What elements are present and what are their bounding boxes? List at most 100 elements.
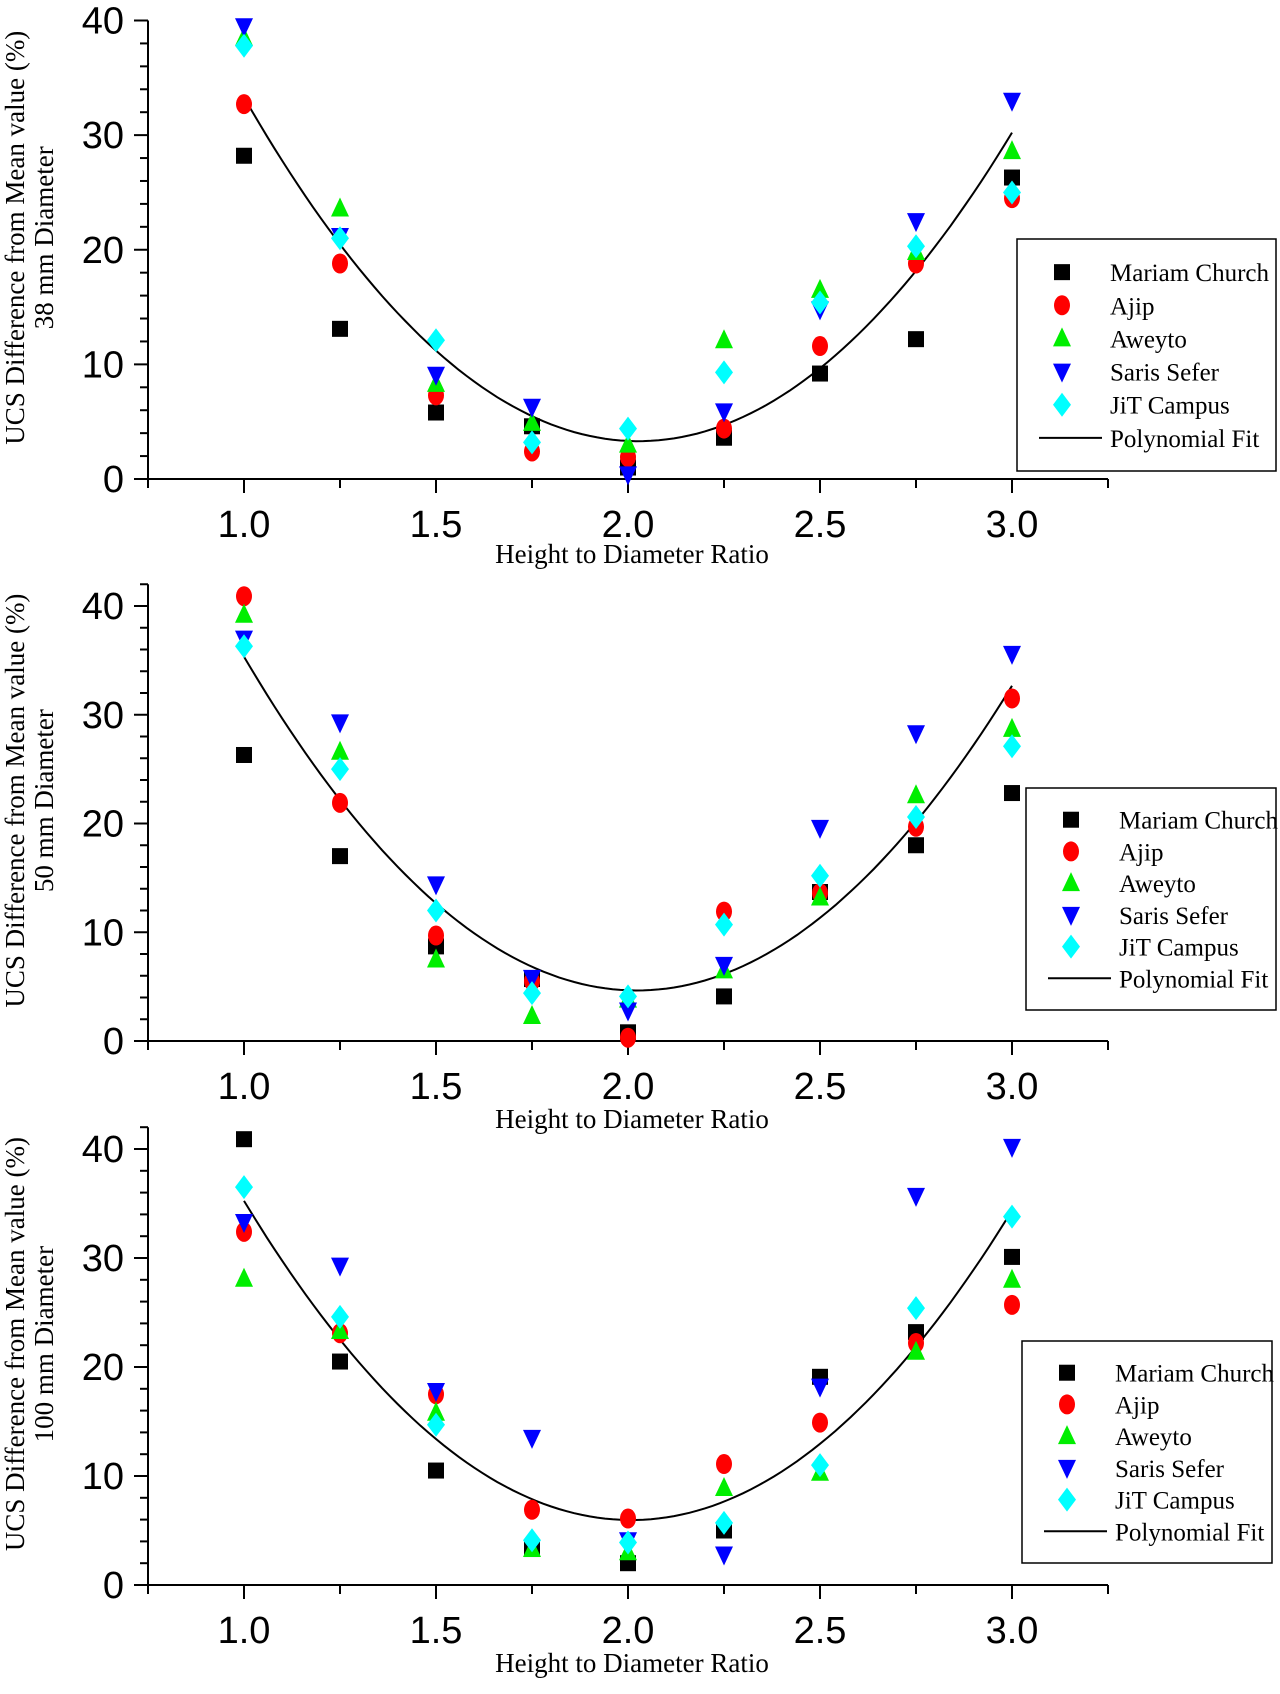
data-point bbox=[811, 278, 829, 298]
data-point bbox=[523, 969, 541, 989]
data-point bbox=[620, 1027, 636, 1048]
legend: Mariam Church Ajip Aweyto Saris Sefer JiT Ca… bbox=[1021, 1340, 1274, 1564]
chart-panel-1: 1.0 1.5 2.0 2.5 3.0 0 10 20 30 40 Height to Diamet… bbox=[0, 1, 1277, 569]
x-tick-label: 1.5 bbox=[410, 504, 463, 546]
series-saris-sefer bbox=[235, 630, 1021, 1022]
x-tick-label: 2.5 bbox=[794, 1066, 847, 1108]
y-axis-title-line-2: 38 mm Diameter bbox=[29, 146, 59, 329]
data-point bbox=[427, 1401, 445, 1421]
data-point bbox=[907, 1187, 925, 1207]
data-point bbox=[1004, 688, 1020, 709]
y-axis-title-line-2: 100 mm Diameter bbox=[29, 1246, 59, 1442]
y-tick-label: 40 bbox=[82, 586, 124, 628]
data-point bbox=[620, 1508, 636, 1529]
series-ajip bbox=[236, 1221, 1020, 1529]
y-tick-label: 40 bbox=[82, 1129, 124, 1171]
data-point bbox=[236, 147, 252, 164]
legend-label: Aweyto bbox=[1115, 1424, 1192, 1451]
data-point bbox=[1003, 1204, 1021, 1229]
legend-marker bbox=[1053, 327, 1071, 347]
series-jit-campus bbox=[235, 634, 1021, 1009]
y-tick-label: 10 bbox=[82, 912, 124, 954]
x-tick-label: 2.0 bbox=[602, 1610, 655, 1652]
data-point bbox=[236, 586, 252, 607]
data-point bbox=[715, 329, 733, 349]
legend-marker bbox=[1059, 1364, 1075, 1381]
series-jit-campus bbox=[235, 33, 1021, 455]
data-point bbox=[331, 197, 349, 217]
data-point bbox=[907, 213, 925, 233]
data-point bbox=[908, 331, 924, 348]
data-point bbox=[811, 1378, 829, 1398]
data-point bbox=[811, 863, 829, 888]
y-tick-label: 0 bbox=[103, 1021, 124, 1063]
data-point bbox=[812, 336, 828, 357]
legend-marker bbox=[1058, 1459, 1076, 1479]
legend-label: JiT Campus bbox=[1110, 393, 1230, 420]
legend-label: Ajip bbox=[1115, 1392, 1159, 1419]
data-point bbox=[427, 898, 445, 923]
legend-marker bbox=[1054, 264, 1070, 281]
x-tick-label: 1.5 bbox=[410, 1066, 463, 1108]
data-point bbox=[524, 1499, 540, 1520]
x-tick-label: 1.5 bbox=[410, 1610, 463, 1652]
data-point bbox=[523, 981, 541, 1006]
data-point bbox=[907, 804, 925, 829]
data-point bbox=[235, 603, 253, 623]
x-axis-title: Height to Diameter Ratio bbox=[495, 1104, 769, 1134]
data-point bbox=[235, 1267, 253, 1287]
data-point bbox=[331, 757, 349, 782]
data-point bbox=[427, 366, 445, 386]
chart-panel-2: 1.0 1.5 2.0 2.5 3.0 0 10 20 30 40 Height to Diamet… bbox=[0, 583, 1278, 1134]
y-tick-label: 20 bbox=[82, 1347, 124, 1389]
legend-marker bbox=[1053, 392, 1071, 417]
series-jit-campus bbox=[235, 1175, 1021, 1555]
legend: Mariam Church Ajip Aweyto Saris Sefer JiT Ca… bbox=[1025, 787, 1278, 1011]
x-tick-label: 2.0 bbox=[602, 1066, 655, 1108]
x-tick-label: 1.0 bbox=[218, 504, 271, 546]
data-point bbox=[332, 848, 348, 865]
data-point bbox=[812, 1412, 828, 1433]
data-point bbox=[235, 634, 253, 659]
y-axis-title-line-2: 50 mm Diameter bbox=[29, 709, 59, 892]
legend-label: Mariam Church bbox=[1115, 1361, 1274, 1388]
series-saris-sefer bbox=[235, 18, 1021, 486]
data-point bbox=[1003, 1268, 1021, 1288]
legend-label: Mariam Church bbox=[1110, 260, 1269, 287]
x-tick-label: 3.0 bbox=[986, 1610, 1039, 1652]
chart-panel-3: 1.0 1.5 2.0 2.5 3.0 0 10 20 30 40 Height to Diamet… bbox=[0, 1126, 1274, 1678]
x-tick-label: 3.0 bbox=[986, 1066, 1039, 1108]
y-tick-label: 0 bbox=[103, 459, 124, 501]
data-point bbox=[1004, 169, 1020, 186]
y-tick-label: 40 bbox=[82, 1, 124, 43]
legend-marker bbox=[1062, 872, 1080, 892]
legend-label: JiT Campus bbox=[1115, 1488, 1235, 1515]
data-point bbox=[1003, 1138, 1021, 1158]
data-point bbox=[811, 1453, 829, 1478]
polynomial-fit-curve bbox=[243, 1200, 1013, 1521]
polynomial-fit-curve bbox=[243, 656, 1013, 992]
data-point bbox=[1004, 785, 1020, 802]
legend-label: JiT Campus bbox=[1119, 935, 1239, 962]
data-point bbox=[235, 33, 253, 58]
series-aweyto bbox=[235, 603, 1021, 1024]
series-ajip bbox=[236, 94, 1020, 468]
x-axis-title: Height to Diameter Ratio bbox=[495, 1648, 769, 1678]
data-point bbox=[428, 1462, 444, 1479]
data-point bbox=[811, 290, 829, 315]
data-point bbox=[715, 956, 733, 976]
x-tick-label: 3.0 bbox=[986, 504, 1039, 546]
data-point bbox=[1003, 645, 1021, 665]
data-point bbox=[619, 466, 637, 486]
x-tick-label: 1.0 bbox=[218, 1066, 271, 1108]
legend-box bbox=[1016, 238, 1277, 472]
data-point bbox=[715, 1510, 733, 1535]
data-point bbox=[427, 876, 445, 896]
legend-marker bbox=[1059, 1394, 1075, 1415]
x-tick-label: 2.0 bbox=[602, 504, 655, 546]
data-point bbox=[619, 1530, 637, 1555]
y-axis-title-line-1: UCS Difference from Mean value (%) bbox=[0, 31, 30, 445]
y-tick-label: 30 bbox=[82, 1238, 124, 1280]
legend-marker bbox=[1058, 1425, 1076, 1445]
legend-label: Polynomial Fit bbox=[1110, 426, 1259, 453]
